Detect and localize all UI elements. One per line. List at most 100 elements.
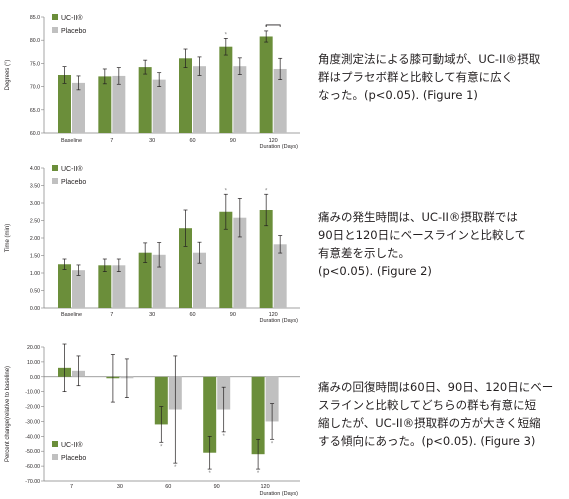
- placebo-bar: [72, 82, 85, 133]
- x-tick-label: 60: [189, 138, 195, 144]
- placebo-bar: [112, 265, 126, 308]
- uc-ii-bar: [179, 228, 192, 308]
- placebo-bar: [265, 376, 279, 422]
- y-tick-label: 4.00: [30, 166, 40, 172]
- legend-swatch: [52, 14, 58, 20]
- x-tick-label: 30: [149, 312, 155, 318]
- legend-label: Placebo: [61, 455, 86, 462]
- placebo-bar: [233, 66, 247, 133]
- placebo-bar: [112, 75, 126, 133]
- significance-mark: *: [265, 25, 268, 31]
- significance-mark: *: [225, 32, 228, 38]
- chart-3: Percent change(relative to baseline) 20.0…: [0, 330, 310, 499]
- y-tick-label: 60.0: [30, 131, 40, 137]
- x-tick-label: Baseline: [61, 312, 82, 318]
- y-tick-label: 0.00: [30, 375, 40, 381]
- uc-ii-bar: [251, 376, 265, 455]
- y-tick-label: -70.00: [25, 479, 40, 485]
- significance-mark: *: [174, 465, 177, 471]
- y-tick-label: 1.00: [30, 271, 40, 277]
- significance-mark: *: [257, 471, 260, 477]
- uc-ii-bar: [219, 46, 233, 133]
- x-tick-label: 120: [269, 138, 278, 144]
- description-2-text: 痛みの発生時間は、UC-II®摂取群では 90日と120日にベースラインと比較し…: [318, 210, 527, 278]
- legend-label: Placebo: [61, 28, 86, 35]
- significance-mark: *: [271, 441, 274, 447]
- x-axis-label: Duration (Days): [259, 318, 298, 324]
- y-tick-label: 75.0: [30, 61, 40, 67]
- chart-3-ylabel: Percent change(relative to baseline): [5, 366, 11, 462]
- placebo-bar: [193, 252, 206, 308]
- x-tick-label: 90: [230, 138, 236, 144]
- significance-mark: *: [265, 188, 268, 194]
- y-tick-label: -40.00: [25, 434, 40, 440]
- description-1: 角度測定法による膝可動域が、UC-II®摂取 群はプラセボ群と比較して有意に広く…: [318, 50, 566, 104]
- uc-ii-bar: [219, 211, 233, 308]
- legend-label: UC-II®: [61, 165, 83, 173]
- uc-ii-bar: [138, 67, 152, 133]
- chart-2-ylabel: Time (min): [5, 224, 11, 252]
- legend-label: Placebo: [61, 179, 86, 186]
- x-tick-label: 7: [70, 484, 73, 490]
- y-tick-label: 1.50: [30, 254, 40, 260]
- x-tick-label: 90: [230, 312, 236, 318]
- significance-bracket: [265, 24, 281, 27]
- chart-3-svg: Percent change(relative to baseline) 20.0…: [5, 343, 300, 497]
- placebo-bar: [193, 66, 206, 133]
- x-tick-label: 90: [214, 484, 220, 490]
- y-tick-label: 2.00: [30, 236, 40, 242]
- description-1-text: 角度測定法による膝可動域が、UC-II®摂取 群はプラセボ群と比較して有意に広く…: [318, 52, 541, 102]
- uc-ii-bar: [58, 264, 71, 308]
- y-tick-label: 3.50: [30, 184, 40, 190]
- x-tick-label: 7: [110, 312, 113, 318]
- chart-1: Degrees (°) 85.0 80.0 75.0 70.0 65.0 60.0 Basel…: [0, 0, 310, 152]
- legend-swatch: [52, 178, 58, 184]
- x-tick-label: 30: [149, 138, 155, 144]
- uc-ii-bar: [259, 36, 273, 133]
- legend-swatch: [52, 165, 58, 171]
- y-tick-label: -10.00: [25, 390, 40, 396]
- description-3: 痛みの回復時間は60日、90日、120日にベー スラインと比較してどちらの群も有…: [318, 378, 566, 450]
- significance-mark: *: [209, 471, 212, 477]
- x-tick-label: Baseline: [61, 138, 82, 144]
- y-tick-label: 0.00: [30, 306, 40, 312]
- x-tick-label: 30: [117, 484, 123, 490]
- chart-1-svg: Degrees (°) 85.0 80.0 75.0 70.0 65.0 60.0 Basel…: [5, 14, 300, 150]
- legend-swatch: [52, 441, 58, 447]
- y-tick-label: 10.00: [27, 360, 40, 366]
- uc-ii-bar: [154, 376, 168, 425]
- y-tick-label: -30.00: [25, 419, 40, 425]
- chart-1-ylabel: Degrees (°): [5, 60, 11, 91]
- uc-ii-bar: [138, 252, 152, 308]
- uc-ii-bar: [259, 210, 273, 308]
- x-tick-label: 120: [269, 312, 278, 318]
- legend-swatch: [52, 454, 58, 460]
- placebo-bar: [273, 244, 287, 308]
- x-tick-label: 60: [165, 484, 171, 490]
- y-tick-label: -20.00: [25, 405, 40, 411]
- y-tick-label: 0.50: [30, 289, 40, 295]
- y-tick-label: 2.50: [30, 219, 40, 225]
- y-tick-label: 65.0: [30, 108, 40, 114]
- x-tick-label: 60: [189, 312, 195, 318]
- placebo-bar: [152, 254, 166, 308]
- uc-ii-bar: [58, 75, 71, 133]
- x-tick-label: 120: [261, 484, 270, 490]
- significance-mark: *: [160, 444, 163, 450]
- significance-mark: *: [225, 188, 228, 194]
- significance-mark: *: [223, 434, 226, 440]
- placebo-bar: [273, 68, 287, 133]
- x-axis-label: Duration (Days): [259, 144, 298, 150]
- uc-ii-bar: [98, 76, 112, 133]
- y-tick-label: -60.00: [25, 464, 40, 470]
- uc-ii-bar: [98, 265, 112, 308]
- legend-label: UC-II®: [61, 14, 83, 22]
- x-axis-label: Duration (Days): [259, 491, 298, 497]
- legend-label: UC-II®: [61, 441, 83, 449]
- x-tick-label: 7: [110, 138, 113, 144]
- placebo-bar: [233, 217, 247, 308]
- description-3-text: 痛みの回復時間は60日、90日、120日にベー スラインと比較してどちらの群も有…: [318, 380, 554, 448]
- legend-swatch: [52, 27, 58, 33]
- placebo-bar: [152, 79, 166, 133]
- y-tick-label: -50.00: [25, 449, 40, 455]
